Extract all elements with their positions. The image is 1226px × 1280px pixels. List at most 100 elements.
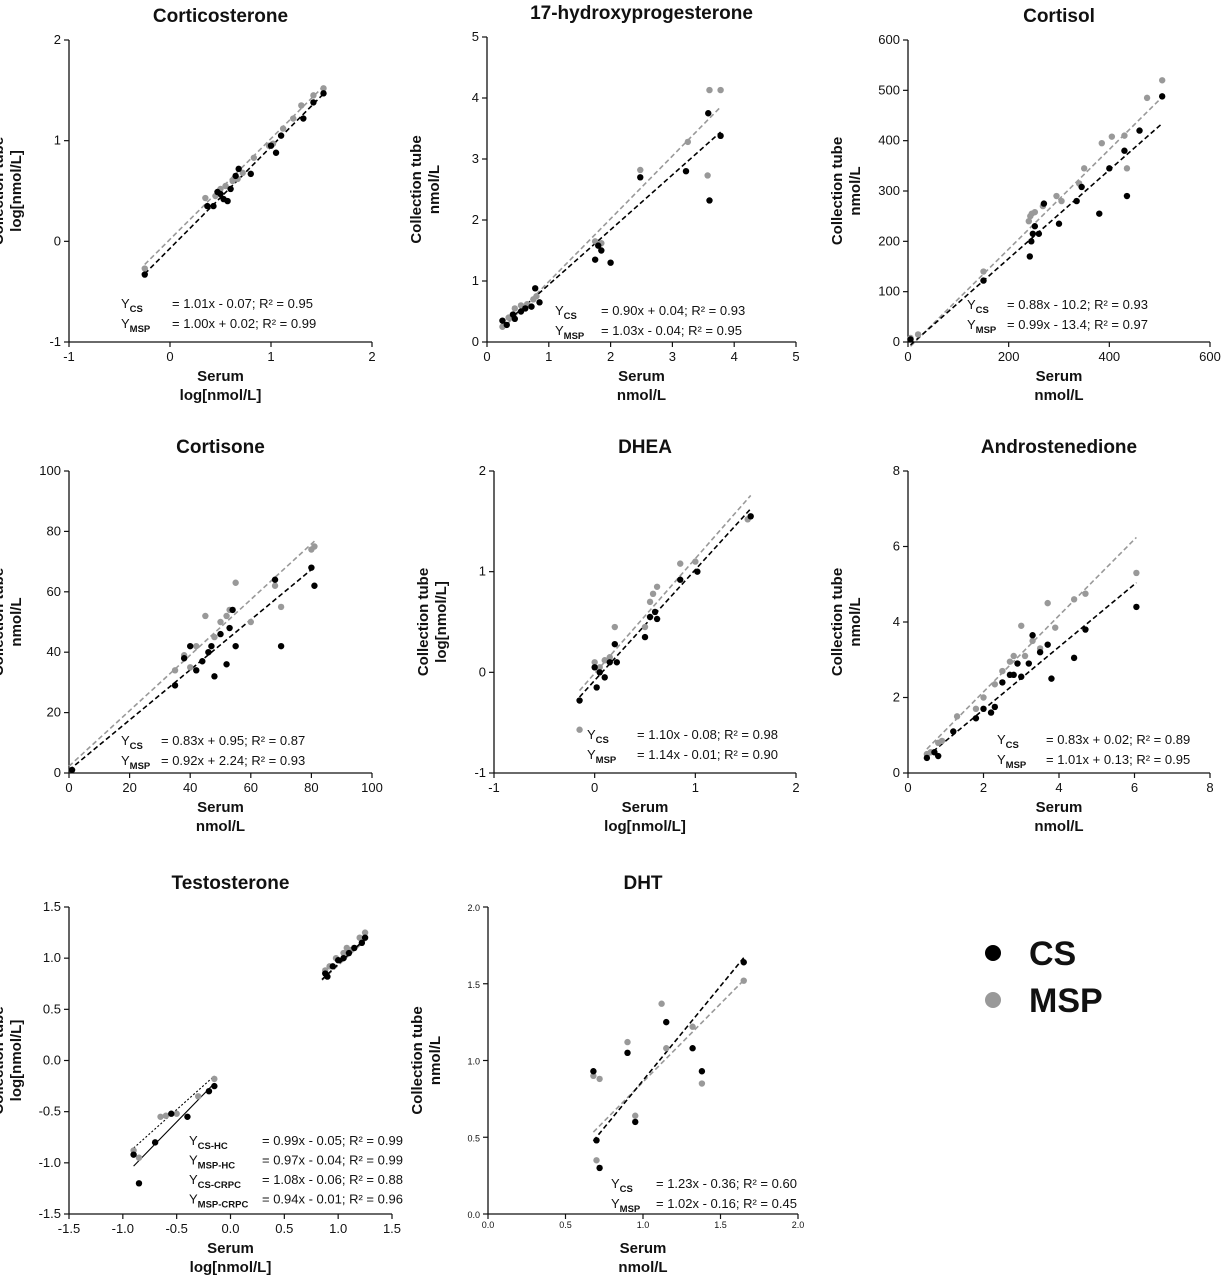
x-tick-label: 0 [166, 349, 173, 364]
point-cs [1025, 660, 1033, 667]
equation-text: = 1.01x - 0.07; R² = 0.95 [172, 296, 313, 311]
y-axis-unit: nmol/L [8, 597, 25, 646]
y-tick-label: 0 [472, 334, 479, 349]
point-msp [279, 125, 287, 132]
point-cs [607, 259, 614, 266]
y-tick-label: 0 [54, 233, 61, 248]
y-tick-label: 0 [54, 765, 61, 780]
point-msp [311, 543, 318, 550]
point-msp [1010, 652, 1017, 660]
equation-subscript: CS [130, 741, 143, 752]
equation-symbol: YMSP [967, 317, 997, 336]
y-axis-label: Collection tube [415, 568, 432, 676]
y-tick-label: 4 [893, 614, 900, 629]
x-tick-label: 0 [591, 780, 598, 795]
equation-subscript: MSP [976, 325, 997, 336]
point-cs [130, 1151, 137, 1158]
equation-subscript: CS [596, 735, 609, 746]
point-msp [593, 1157, 600, 1164]
point-cs [689, 1045, 696, 1052]
point-cs [528, 303, 535, 310]
point-cs [300, 115, 307, 122]
point-msp [356, 934, 363, 941]
x-axis-label: Serum [207, 1240, 254, 1257]
point-cs [226, 624, 233, 632]
equation-text: = 0.99x - 0.05; R² = 0.99 [262, 1133, 403, 1148]
y-axis-label-group: Collection tube log[nmol/L] [415, 568, 450, 676]
point-cs [1158, 93, 1166, 100]
equation-cs: YCS = 0.83x + 0.02; R² = 0.89 [997, 732, 1190, 751]
fit-line-cs [321, 938, 366, 981]
x-tick-label: -1 [63, 349, 75, 364]
point-msp [1082, 590, 1089, 597]
equation-cs: YCS = 0.90x + 0.04; R² = 0.93 [555, 303, 745, 322]
point-cs [1040, 200, 1048, 207]
point-msp [1053, 192, 1060, 200]
point-msp [298, 102, 305, 109]
point-cs [1028, 238, 1035, 245]
y-axis-unit: log[nmol/L] [8, 150, 25, 232]
point-cs [1096, 210, 1103, 217]
point-cs [205, 1088, 213, 1095]
point-msp [596, 664, 603, 671]
point-cs [677, 576, 684, 583]
point-msp [162, 1112, 170, 1119]
equation-subscript: MSP [130, 324, 151, 335]
fit-line-cs-crpc [133, 1082, 215, 1167]
point-cs [1055, 220, 1063, 227]
point-msp [649, 590, 657, 598]
point-cs [987, 709, 995, 716]
y-tick-label: 40 [47, 644, 61, 659]
x-axis-label: Serum [197, 368, 244, 385]
equation-text: = 0.90x + 0.04; R² = 0.93 [601, 303, 745, 318]
point-cs [267, 142, 275, 149]
y-tick-label: 2.0 [467, 903, 480, 913]
point-cs [705, 110, 712, 117]
point-msp [637, 166, 644, 174]
point-cs [591, 664, 598, 671]
equation-y: Y [967, 317, 976, 332]
point-cs [653, 615, 661, 623]
point-cs [1029, 632, 1036, 639]
x-axis-label: Serum [620, 1240, 667, 1257]
equation-symbol: YMSP-HC [189, 1153, 235, 1172]
equation-text: = 1.23x - 0.36; R² = 0.60 [656, 1176, 797, 1191]
equation-y: Y [121, 316, 130, 331]
y-tick-label: 500 [878, 82, 900, 97]
point-msp [135, 1154, 143, 1161]
point-cs [217, 190, 224, 198]
point-msp [511, 305, 519, 312]
point-msp [211, 1075, 218, 1083]
equation-text: = 0.92x + 2.24; R² = 0.93 [161, 753, 305, 768]
point-msp [239, 169, 246, 177]
equation-symbol: YCS [121, 733, 143, 752]
x-tick-label: 2 [980, 780, 987, 795]
equation-y: Y [587, 747, 596, 762]
y-tick-label: 2 [472, 212, 479, 227]
point-cs [747, 513, 754, 520]
x-axis-unit: log[nmol/L] [604, 818, 686, 835]
y-tick-label: 6 [893, 539, 900, 554]
equation-subscript: CS-HC [198, 1141, 228, 1152]
y-tick-label: 300 [878, 183, 900, 198]
point-cs [596, 669, 603, 676]
point-msp [591, 659, 598, 666]
x-tick-label: 1.0 [329, 1221, 347, 1236]
point-cs [1136, 127, 1143, 134]
point-cs [311, 582, 318, 589]
point-msp [698, 1080, 706, 1087]
point-cs [224, 197, 231, 205]
point-msp [232, 579, 239, 586]
panel-17-ohp: 17-hydroxyprogesterone 0 1 2 3 4 5 0 1 2 3 4 5 Serum n… [408, 3, 800, 404]
point-cs [591, 256, 599, 263]
equation-symbol: YMSP [555, 323, 585, 342]
point-cs [351, 944, 358, 952]
point-cs [308, 564, 315, 571]
equation-symbol: YCS [611, 1176, 633, 1195]
point-cs [907, 336, 914, 343]
y-axis-unit: nmol/L [426, 165, 443, 214]
point-cs [1029, 230, 1037, 237]
point-cs [361, 934, 369, 941]
x-axis-unit: log[nmol/L] [180, 387, 262, 404]
